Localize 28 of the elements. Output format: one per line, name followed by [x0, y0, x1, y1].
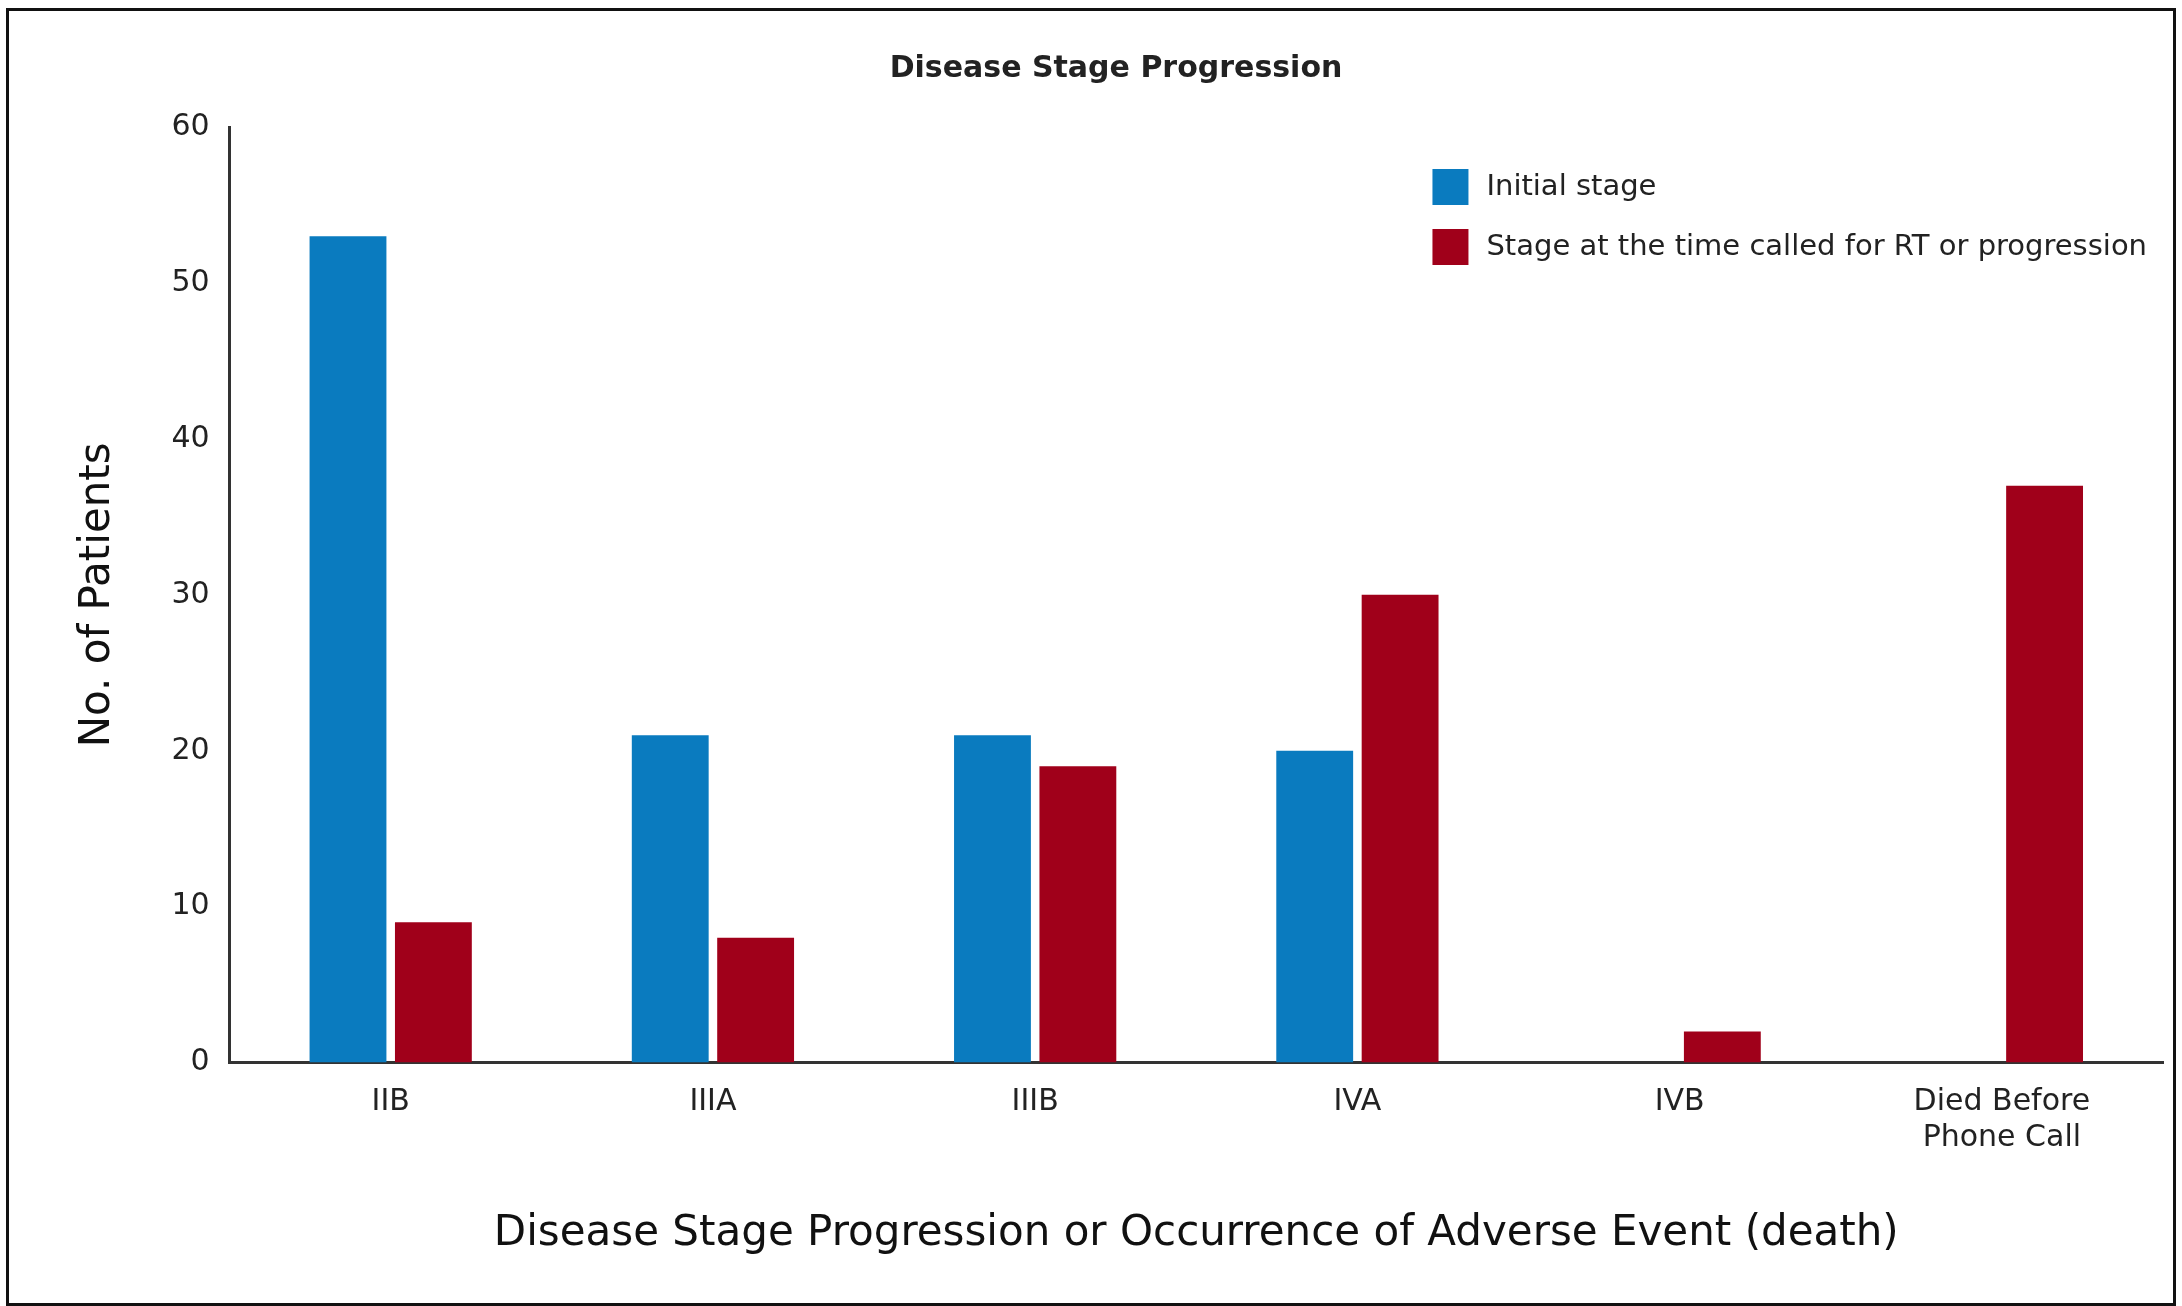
chart-title: Disease Stage Progression — [889, 48, 1343, 84]
x-tick-label: IIIB — [1011, 1082, 1059, 1118]
bar — [394, 922, 472, 1063]
legend-label: Stage at the time called for RT or progression — [1486, 227, 2147, 262]
bar — [717, 937, 795, 1063]
y-tick-label: 10 — [171, 886, 210, 922]
y-tick-label: 30 — [171, 574, 210, 610]
x-axis-title: Disease Stage Progression or Occurrence of Adverse Event (death) — [493, 1205, 1899, 1255]
x-tick-label: IIIA — [689, 1082, 737, 1118]
x-tick-label: IVA — [1333, 1082, 1382, 1118]
bar — [309, 236, 387, 1063]
x-tick-label: Died Before Phone Call — [1913, 1082, 2091, 1154]
bar — [2006, 485, 2083, 1063]
bar — [1683, 1031, 1761, 1063]
bar — [631, 735, 709, 1063]
y-tick-label: 20 — [171, 730, 210, 766]
bar — [1276, 750, 1354, 1063]
y-axis-title: No. of Patients — [70, 442, 120, 748]
y-tick-label: 0 — [190, 1042, 210, 1078]
y-tick-label: 60 — [171, 106, 210, 142]
y-tick-label: 50 — [171, 262, 210, 298]
legend-label: Initial stage — [1486, 167, 1657, 202]
bar — [954, 735, 1031, 1063]
x-tick-label: IVB — [1654, 1082, 1705, 1118]
x-tick-label: IIB — [371, 1082, 410, 1118]
y-tick-label: 40 — [171, 418, 210, 454]
bar — [1361, 594, 1439, 1063]
bar — [1039, 766, 1117, 1063]
